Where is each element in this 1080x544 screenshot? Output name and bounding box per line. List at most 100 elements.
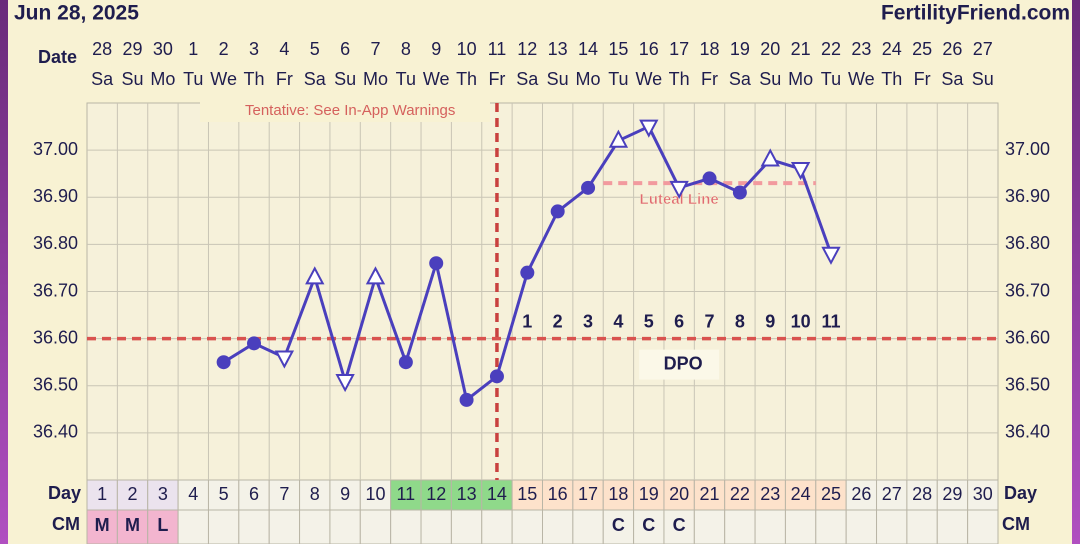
day-number: 7: [279, 484, 289, 504]
day-number: 21: [700, 484, 720, 504]
dpo-number: 2: [553, 311, 563, 331]
dpo-number: 8: [735, 311, 745, 331]
day-number: 26: [851, 484, 871, 504]
y-tick-label-right: 37.00: [1005, 139, 1050, 159]
temperature-triangle: [608, 129, 629, 148]
dpo-number: 5: [644, 311, 654, 331]
day-number: 3: [158, 484, 168, 504]
day-number: 11: [397, 484, 416, 504]
border-left: [0, 0, 8, 544]
y-tick-label-right: 36.50: [1005, 375, 1050, 395]
weekday: Tu: [821, 69, 841, 89]
weekday: We: [210, 69, 237, 89]
cm-value: C: [642, 515, 655, 535]
y-tick-label: 36.80: [33, 233, 78, 253]
weekday: Mo: [363, 69, 388, 89]
cm-value: C: [612, 515, 625, 535]
dpo-number: 1: [522, 311, 532, 331]
temperature-dot: [581, 180, 596, 195]
temperature-triangle: [335, 374, 355, 393]
weekday: Sa: [516, 69, 539, 89]
date-number: 4: [279, 39, 289, 59]
cm-cell: [299, 509, 331, 544]
dpo-number: 10: [791, 311, 811, 331]
date-number: 24: [882, 39, 902, 59]
date-number: 8: [401, 39, 411, 59]
day-cell: [147, 479, 179, 511]
day-number: 18: [608, 484, 628, 504]
day-cell: [967, 479, 999, 511]
day-number: 29: [942, 484, 962, 504]
luteal-label: Luteal Line: [640, 191, 719, 208]
weekday: Th: [881, 69, 902, 89]
date-number: 30: [153, 39, 173, 59]
cm-cell: [784, 509, 817, 544]
temperature-triangle: [365, 266, 386, 285]
cm-value: M: [125, 515, 140, 535]
date-number: 27: [973, 39, 993, 59]
temperature-triangle: [274, 350, 295, 369]
temperature-triangle: [305, 266, 325, 285]
day-number: 23: [760, 484, 780, 504]
date-number: 13: [548, 39, 568, 59]
day-number: 8: [310, 484, 320, 504]
dpo-number: 3: [583, 311, 593, 331]
day-cell: [724, 479, 756, 511]
day-number: 9: [340, 484, 350, 504]
y-tick-label-right: 36.90: [1005, 186, 1050, 206]
weekday: Mo: [788, 69, 813, 89]
y-tick-label-right: 36.40: [1005, 422, 1050, 442]
dpo-number: 9: [765, 311, 775, 331]
header-site: FertilityFriend.com: [881, 2, 1070, 25]
cm-cell: [754, 509, 786, 544]
y-tick-label: 36.40: [33, 422, 78, 442]
temperature-triangle: [669, 180, 689, 199]
weekday: Su: [972, 69, 994, 89]
date-number: 22: [821, 39, 841, 59]
day-number: 19: [639, 484, 659, 504]
annotation-bg: [200, 100, 490, 122]
dpo-number: 7: [705, 311, 715, 331]
date-number: 29: [123, 39, 143, 59]
temperature-dot: [489, 369, 504, 384]
temperature-dot: [429, 256, 444, 271]
weekday: Th: [456, 69, 477, 89]
cm-cell: [329, 509, 361, 544]
cm-cell: [420, 509, 452, 544]
day-cell: [572, 479, 604, 511]
cm-cell: [268, 509, 301, 544]
weekday: Fr: [701, 69, 718, 89]
temperature-dot: [732, 185, 747, 200]
y-tick-label-right: 36.70: [1005, 280, 1050, 300]
weekday: We: [635, 69, 662, 89]
weekday: Sa: [941, 69, 964, 89]
dpo-number: 11: [821, 311, 840, 331]
dpo-label: DPO: [664, 353, 703, 373]
day-number: 5: [219, 484, 229, 504]
cm-value: L: [157, 515, 168, 535]
temperature-dot: [520, 265, 535, 280]
weekday: Fr: [488, 69, 505, 89]
weekday: Tu: [608, 69, 628, 89]
day-cell: [207, 479, 240, 511]
cm-cell: [542, 509, 574, 544]
day-label: Day: [48, 483, 81, 503]
cm-cell: [906, 509, 938, 544]
day-cell: [390, 479, 422, 511]
cm-cell: [845, 509, 878, 544]
date-number: 2: [219, 39, 229, 59]
cm-cell: [450, 509, 483, 544]
cm-cell: [86, 509, 118, 544]
day-number: 24: [791, 484, 811, 504]
date-number: 7: [370, 39, 380, 59]
cm-cell: [147, 509, 179, 544]
date-number: 26: [942, 39, 962, 59]
date-number: 1: [188, 39, 198, 59]
day-number: 25: [821, 484, 841, 504]
day-number: 12: [426, 484, 446, 504]
date-number: 12: [517, 39, 537, 59]
weekday: Su: [122, 69, 144, 89]
weekday: Sa: [729, 69, 752, 89]
day-number: 22: [730, 484, 750, 504]
weekday: Th: [669, 69, 690, 89]
